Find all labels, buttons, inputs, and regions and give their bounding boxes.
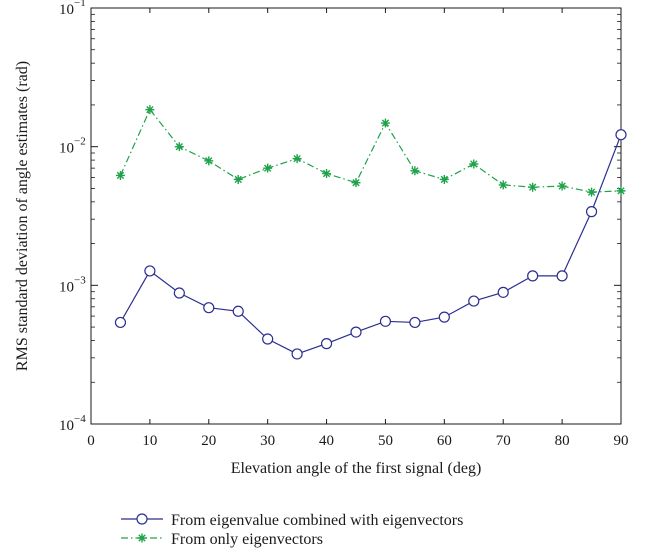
y-tick-label: 10−2 (59, 136, 86, 157)
x-tick-labels: 0 10 20 30 40 50 60 70 80 90 (87, 433, 628, 449)
data-point-eigenvectors (410, 166, 420, 176)
data-point-eigenvectors (469, 159, 479, 169)
y-tick-label: 10−4 (59, 413, 86, 434)
y-tick-label: 10−3 (59, 274, 86, 295)
x-tick-label: 60 (437, 433, 452, 449)
data-point-eigenvalue (379, 315, 392, 327)
series-eigenvectors (115, 105, 626, 197)
x-tick-label: 30 (260, 433, 275, 449)
data-point-eigenvectors (115, 170, 125, 180)
data-point-eigenvalue (320, 338, 333, 350)
y-tick-label: 10−1 (59, 0, 86, 18)
data-point-eigenvectors (145, 105, 155, 115)
x-tick-label: 0 (87, 433, 95, 449)
series-line-eigenvectors (119, 108, 622, 193)
data-point-eigenvectors (322, 169, 332, 179)
legend-entry-eigenvectors: From only eigenvectors (121, 531, 323, 548)
x-tick-label: 10 (142, 433, 157, 449)
x-tick-label: 20 (201, 433, 216, 449)
y-axis-title: RMS standard deviation of angle estimate… (14, 61, 31, 371)
data-point-eigenvectors (263, 163, 273, 173)
legend-label-eigenvectors: From only eigenvectors (171, 531, 323, 548)
series-layer (114, 105, 627, 360)
data-point-eigenvalue (262, 333, 274, 345)
x-tick-label: 70 (496, 433, 511, 449)
legend-star-glyph (137, 533, 147, 543)
data-point-eigenvectors (204, 156, 214, 166)
data-point-eigenvalue (409, 316, 421, 329)
data-point-eigenvectors (292, 154, 302, 164)
data-point-eigenvectors (557, 181, 567, 191)
data-point-eigenvalue (144, 265, 156, 277)
data-point-eigenvalue (203, 302, 215, 314)
y-tick-labels: 10−4 10−3 10−2 10−1 (59, 0, 86, 434)
data-point-eigenvalue (556, 270, 568, 282)
data-point-eigenvectors (528, 182, 538, 192)
plot-area-frame (90, 7, 622, 425)
data-point-eigenvectors (351, 178, 361, 188)
x-axis-title: Elevation angle of the first signal (deg… (231, 460, 482, 477)
x-tick-label: 90 (614, 433, 629, 449)
x-tick-label: 50 (378, 433, 393, 449)
data-point-eigenvectors (233, 174, 243, 184)
series-line-eigenvalue (119, 134, 622, 355)
data-point-eigenvalue (585, 206, 598, 218)
data-point-eigenvectors (439, 174, 449, 184)
x-tick-label: 80 (555, 433, 570, 449)
data-point-eigenvectors (587, 187, 597, 197)
data-point-eigenvalue (438, 311, 450, 323)
data-point-eigenvectors (498, 180, 508, 190)
data-point-eigenvalue (291, 348, 303, 360)
legend-entry-eigenvalue: From eigenvalue combined with eigenvecto… (121, 512, 463, 529)
data-point-eigenvalue (527, 270, 539, 282)
data-point-eigenvalue (232, 305, 244, 317)
legend: From eigenvalue combined with eigenvecto… (121, 512, 463, 548)
data-point-eigenvalue (615, 129, 627, 141)
data-point-eigenvectors (174, 142, 184, 152)
data-point-eigenvectors (616, 186, 626, 196)
legend-marker-eigenvectors (137, 533, 147, 543)
data-point-eigenvalue (173, 287, 185, 299)
data-point-eigenvectors (380, 118, 390, 128)
series-eigenvalue (114, 129, 627, 360)
legend-label-eigenvalue: From eigenvalue combined with eigenvecto… (171, 512, 463, 529)
data-point-eigenvalue (468, 295, 480, 307)
legend-marker-eigenvalue (136, 513, 148, 525)
data-point-eigenvalue (114, 316, 127, 329)
axis-ticks (90, 7, 622, 425)
data-point-eigenvalue (350, 326, 362, 338)
data-point-eigenvalue (497, 286, 509, 298)
x-tick-label: 40 (319, 433, 334, 449)
